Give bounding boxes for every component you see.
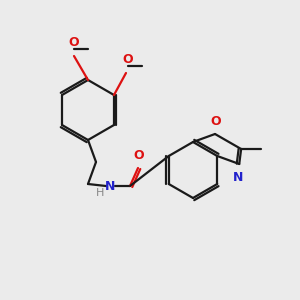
Text: H: H [96, 188, 104, 198]
Text: N: N [233, 171, 243, 184]
Text: O: O [69, 36, 79, 49]
Text: O: O [123, 53, 133, 66]
Text: O: O [134, 149, 144, 162]
Text: N: N [105, 179, 115, 193]
Text: O: O [211, 115, 221, 128]
